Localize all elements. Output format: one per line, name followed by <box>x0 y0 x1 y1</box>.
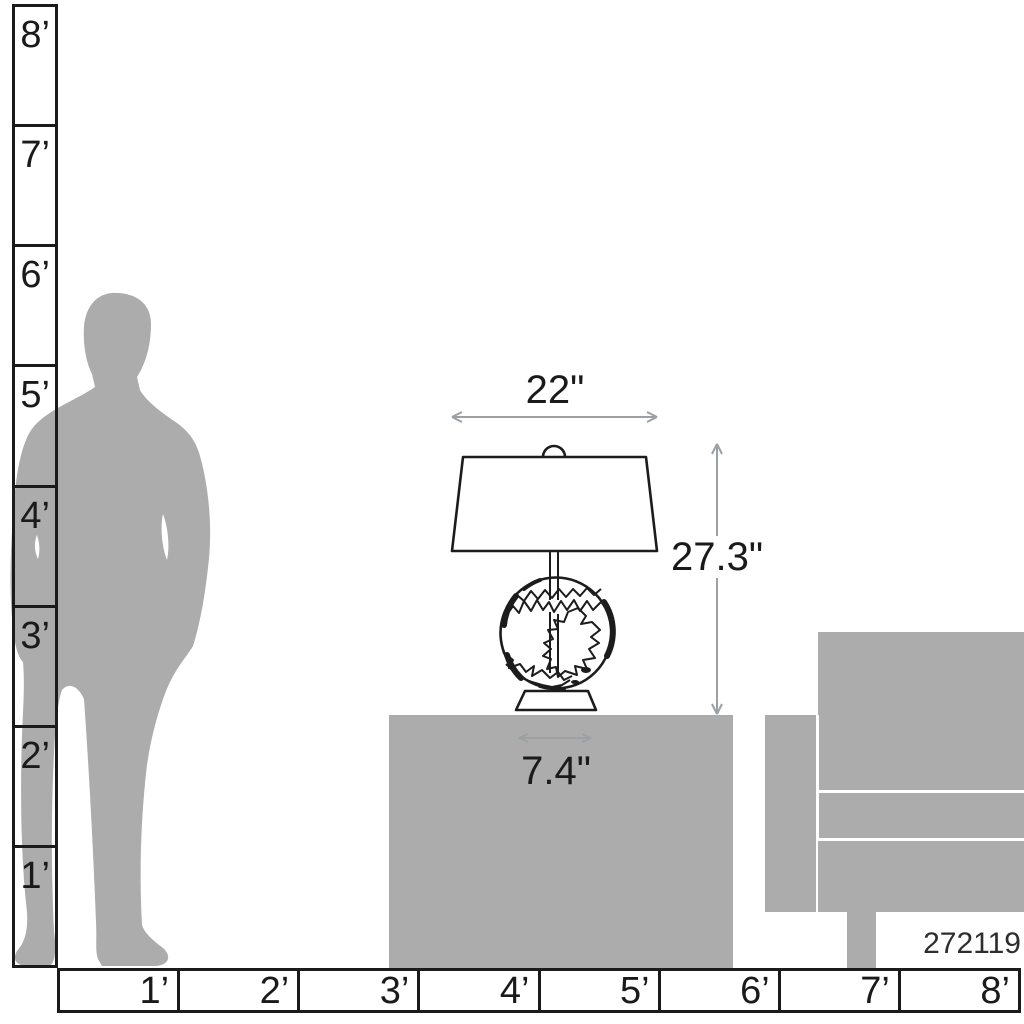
base-width-arrow <box>518 733 592 743</box>
ruler-tick-label: 5’ <box>620 969 650 1012</box>
vertical-ruler-cell-1ft: 1’ <box>15 848 55 965</box>
horizontal-ruler-cell-4ft: 4’ <box>420 969 541 1012</box>
lamp-base <box>514 689 598 712</box>
shade-width-label: 22" <box>525 368 585 412</box>
vertical-ruler-cell-4ft: 4’ <box>15 488 55 608</box>
armchair-arm <box>765 715 816 912</box>
vertical-ruler-cell-2ft: 2’ <box>15 728 55 848</box>
horizontal-ruler: 1’ 2’ 3’ 4’ 5’ 6’ 7’ 8’ <box>57 968 1021 1013</box>
horizontal-ruler-cell-2ft: 2’ <box>180 969 301 1012</box>
ruler-tick-label: 3’ <box>20 614 50 657</box>
width-arrow <box>451 411 658 423</box>
armchair-seam-vertical <box>816 715 819 841</box>
vertical-ruler: 8’ 7’ 6’ 5’ 4’ 3’ 2’ 1’ <box>12 4 58 968</box>
horizontal-ruler-cell-1ft: 1’ <box>60 969 181 1012</box>
ruler-tick-label: 7’ <box>860 969 890 1012</box>
ruler-tick-label: 5’ <box>20 374 50 417</box>
horizontal-ruler-cell-8ft: 8’ <box>901 971 1018 1010</box>
horizontal-ruler-cell-3ft: 3’ <box>300 969 421 1012</box>
armchair-back <box>818 632 1024 912</box>
lamp-finial <box>541 444 567 458</box>
ruler-tick-label: 2’ <box>259 969 290 1012</box>
vertical-ruler-cell-5ft: 5’ <box>15 367 55 488</box>
globe-table-lamp-outline <box>450 444 659 712</box>
ruler-tick-label: 4’ <box>499 969 530 1012</box>
vertical-ruler-cell-3ft: 3’ <box>15 608 55 728</box>
ruler-tick-label: 3’ <box>379 969 410 1012</box>
product-code: 272119 <box>923 927 1021 960</box>
ruler-tick-label: 1’ <box>20 854 50 897</box>
ruler-tick-label: 7’ <box>20 134 50 177</box>
ruler-tick-label: 4’ <box>20 494 50 537</box>
horizontal-ruler-cell-6ft: 6’ <box>661 971 781 1010</box>
horizontal-ruler-cell-5ft: 5’ <box>541 971 661 1010</box>
armchair-seam-bottom <box>816 838 1024 841</box>
right-hand-slit <box>161 514 169 560</box>
height-arrow <box>711 443 723 715</box>
person-silhouette <box>10 292 211 967</box>
ruler-tick-label: 6’ <box>20 254 50 297</box>
ruler-tick-label: 2’ <box>20 734 50 777</box>
ruler-tick-label: 1’ <box>139 969 170 1012</box>
ruler-tick-label: 6’ <box>740 969 770 1012</box>
dimension-arrows <box>451 411 723 743</box>
left-hand-slit <box>34 535 40 559</box>
horizontal-ruler-cell-7ft: 7’ <box>781 971 901 1010</box>
armchair-leg <box>847 912 876 969</box>
lamp-shade <box>450 455 659 553</box>
armchair-seam-top <box>816 790 1024 793</box>
vertical-ruler-cell-7ft: 7’ <box>15 127 55 248</box>
ruler-tick-label: 8’ <box>20 14 50 56</box>
vertical-ruler-cell-6ft: 6’ <box>15 247 55 368</box>
vertical-ruler-cell-8ft: 8’ <box>15 7 55 128</box>
overall-height-label: 27.3" <box>666 536 768 578</box>
base-width-label: 7.4" <box>521 749 591 793</box>
ruler-tick-label: 8’ <box>980 969 1010 1012</box>
side-table <box>389 715 733 968</box>
